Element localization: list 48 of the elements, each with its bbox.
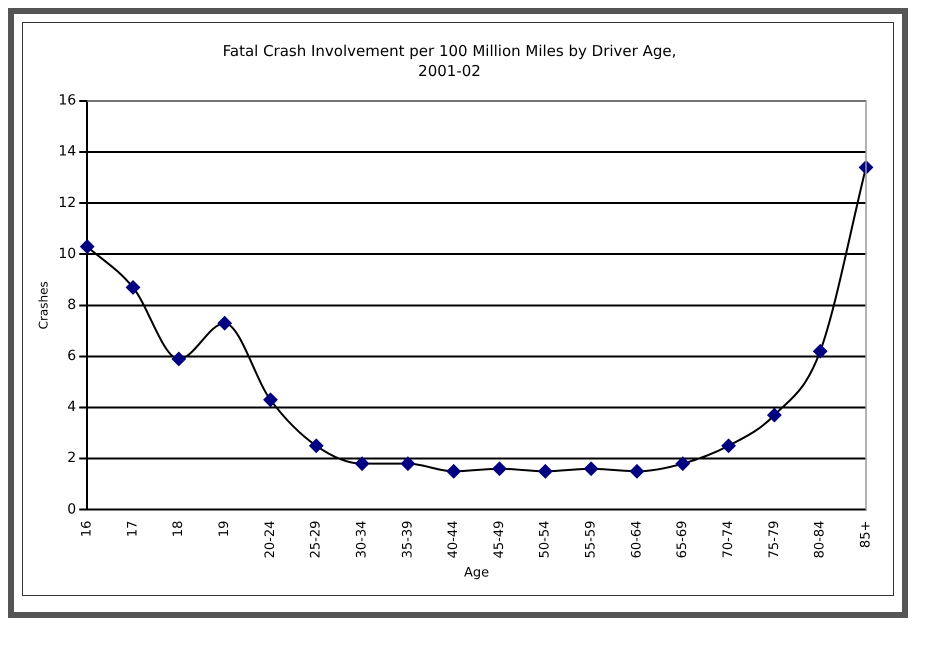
point [767, 408, 782, 422]
x-tick-label: 60-64 [629, 520, 644, 558]
y-tick-label: 0 [67, 501, 76, 518]
x-tick-label: 80-84 [812, 520, 828, 558]
y-tick-label: 4 [67, 399, 76, 416]
x-tick-label: 55-59 [584, 520, 599, 558]
y-tick-label: 12 [58, 194, 76, 211]
x-tick-label: 18 [171, 520, 186, 538]
x-tick-label: 17 [125, 520, 140, 538]
point [355, 456, 370, 471]
point [126, 280, 140, 294]
point [218, 316, 232, 330]
x-tick-label: 19 [217, 520, 232, 538]
x-tick-label: 30-34 [354, 520, 370, 558]
x-tick-label: 40-44 [446, 520, 462, 558]
y-tick-label: 6 [67, 348, 76, 364]
x-tick-label: 65-69 [675, 520, 690, 558]
y-tick-label: 2 [67, 450, 76, 466]
y-tick-label: 8 [67, 296, 76, 313]
point [584, 462, 598, 476]
x-tick-label: 20-24 [262, 520, 278, 558]
x-tick-label: 85+ [858, 520, 874, 548]
point [400, 456, 415, 471]
point [813, 344, 828, 358]
y-tick-label: 16 [58, 92, 76, 109]
point [538, 464, 552, 478]
point [263, 392, 278, 407]
point [309, 438, 324, 453]
chart-subtitle: 2001-02 [418, 62, 481, 80]
point [722, 438, 736, 453]
x-tick-label: 25-29 [308, 520, 324, 558]
y-tick-label: 10 [58, 246, 76, 262]
point [630, 464, 644, 478]
point [492, 462, 507, 476]
point [172, 352, 186, 366]
x-axis-title: Age [464, 566, 490, 581]
point [80, 240, 94, 254]
point [446, 464, 461, 478]
point [676, 456, 690, 471]
x-tick-label: 50-54 [538, 520, 553, 558]
y-axis-title: Crashes [36, 281, 50, 330]
y-tick-label: 14 [58, 144, 76, 160]
x-tick-label: 70-74 [720, 520, 736, 558]
chart-title: Fatal Crash Involvement per 100 Million Miles by Driver Age, [222, 42, 676, 60]
x-tick-label: 45-49 [492, 520, 507, 558]
x-tick-label: 75-79 [766, 520, 782, 558]
x-tick-label: 16 [80, 520, 95, 538]
x-tick-label: 35-39 [400, 520, 416, 558]
